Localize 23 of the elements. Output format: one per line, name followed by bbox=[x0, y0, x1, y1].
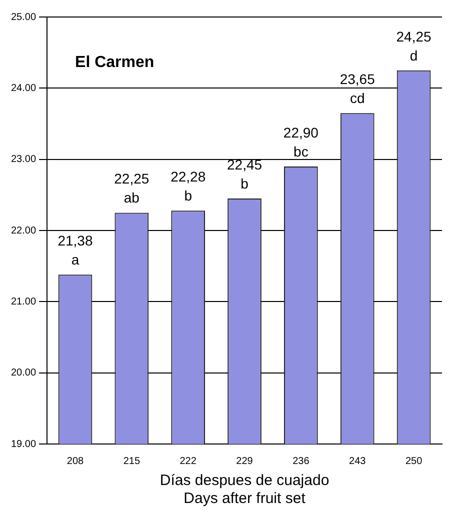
data-label: 22,28 b bbox=[170, 168, 206, 204]
x-tick-label: 243 bbox=[349, 456, 366, 467]
data-label: 24,25 d bbox=[396, 28, 432, 64]
x-tick-label: 229 bbox=[236, 456, 254, 467]
data-label: 23,65 cd bbox=[340, 71, 376, 106]
data-label: 22,45 b bbox=[226, 156, 262, 192]
data-label: 22,90 bc bbox=[283, 124, 319, 160]
y-tick-label: 19.00 bbox=[10, 438, 36, 450]
y-tick-label: 25.00 bbox=[10, 12, 36, 23]
x-tick-label: 208 bbox=[66, 456, 84, 467]
y-tick-label: 24.00 bbox=[10, 82, 36, 94]
x-tick-label: 250 bbox=[405, 456, 423, 467]
y-tick-label: 20.00 bbox=[10, 368, 36, 379]
y-tick-label: 22.00 bbox=[10, 225, 36, 236]
data-label: 22,25 ab bbox=[114, 170, 150, 206]
x-tick-label: 215 bbox=[123, 456, 140, 467]
data-label: 21,38 a bbox=[58, 232, 93, 268]
x-axis-title: Días despues de cuajado Days after fruit set bbox=[160, 472, 330, 508]
y-tick-label: 23.00 bbox=[10, 154, 36, 166]
y-tick-label: 21.00 bbox=[10, 296, 36, 308]
x-tick-label: 222 bbox=[180, 456, 197, 467]
text: El Carmen bbox=[75, 54, 154, 71]
x-tick-label: 236 bbox=[292, 456, 310, 467]
